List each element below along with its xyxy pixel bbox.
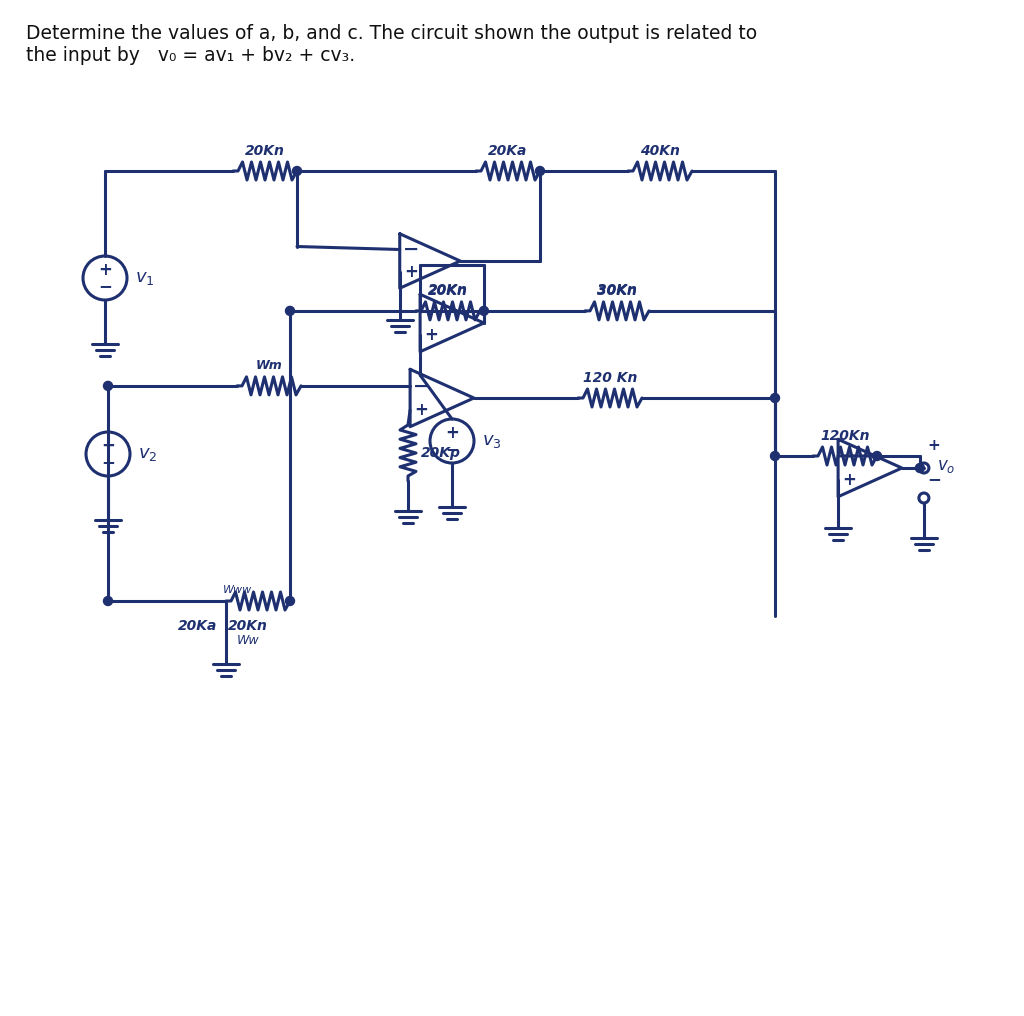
Text: −: − [101,453,115,471]
Text: 20Kn: 20Kn [245,144,285,158]
Text: −: − [927,470,941,488]
Circle shape [286,596,295,606]
Circle shape [536,167,545,176]
Text: Determine the values of a, b, and c. The circuit shown the output is related to: Determine the values of a, b, and c. The… [26,24,757,43]
Text: +: + [414,401,428,420]
Text: 20Kn: 20Kn [428,282,468,297]
Text: $v_1$: $v_1$ [135,269,155,287]
Text: 20Ka: 20Ka [488,144,527,158]
Text: −: − [445,440,459,458]
Text: Ww: Ww [237,634,259,647]
Text: +: + [928,438,940,453]
Circle shape [103,381,113,390]
Text: +: + [424,326,438,344]
Text: 20Ka: 20Ka [178,619,218,633]
Text: −: − [413,376,429,395]
Text: −: − [98,277,112,295]
Circle shape [293,167,301,176]
Circle shape [915,463,925,472]
Text: +: + [842,471,856,489]
Text: 20Kn: 20Kn [228,619,268,633]
Text: 20Kn: 20Kn [428,283,468,298]
Circle shape [103,596,113,606]
Text: Www: Www [223,585,253,595]
Text: +: + [445,424,459,442]
Text: $v_3$: $v_3$ [482,432,502,450]
Text: 30Kn: 30Kn [597,282,637,297]
Circle shape [770,393,779,402]
Circle shape [479,307,488,315]
Text: the input by   v₀ = av₁ + bv₂ + cv₃.: the input by v₀ = av₁ + bv₂ + cv₃. [26,46,355,65]
Text: 40Kn: 40Kn [640,144,680,158]
Text: $v_2$: $v_2$ [138,445,158,463]
Text: −: − [402,240,419,259]
Text: +: + [403,263,418,281]
Text: $v_o$: $v_o$ [937,457,955,475]
Circle shape [872,451,882,460]
Text: 120 Kn: 120 Kn [583,371,637,385]
Text: 20Kp: 20Kp [421,446,461,460]
Circle shape [770,451,779,460]
Text: −: − [841,446,857,465]
Text: 120Kn: 120Kn [820,429,869,443]
Text: +: + [101,437,115,455]
Circle shape [286,307,295,315]
Text: 30Kn: 30Kn [597,283,637,298]
Text: +: + [98,261,112,279]
Text: −: − [423,302,439,320]
Text: Wm: Wm [256,359,283,372]
